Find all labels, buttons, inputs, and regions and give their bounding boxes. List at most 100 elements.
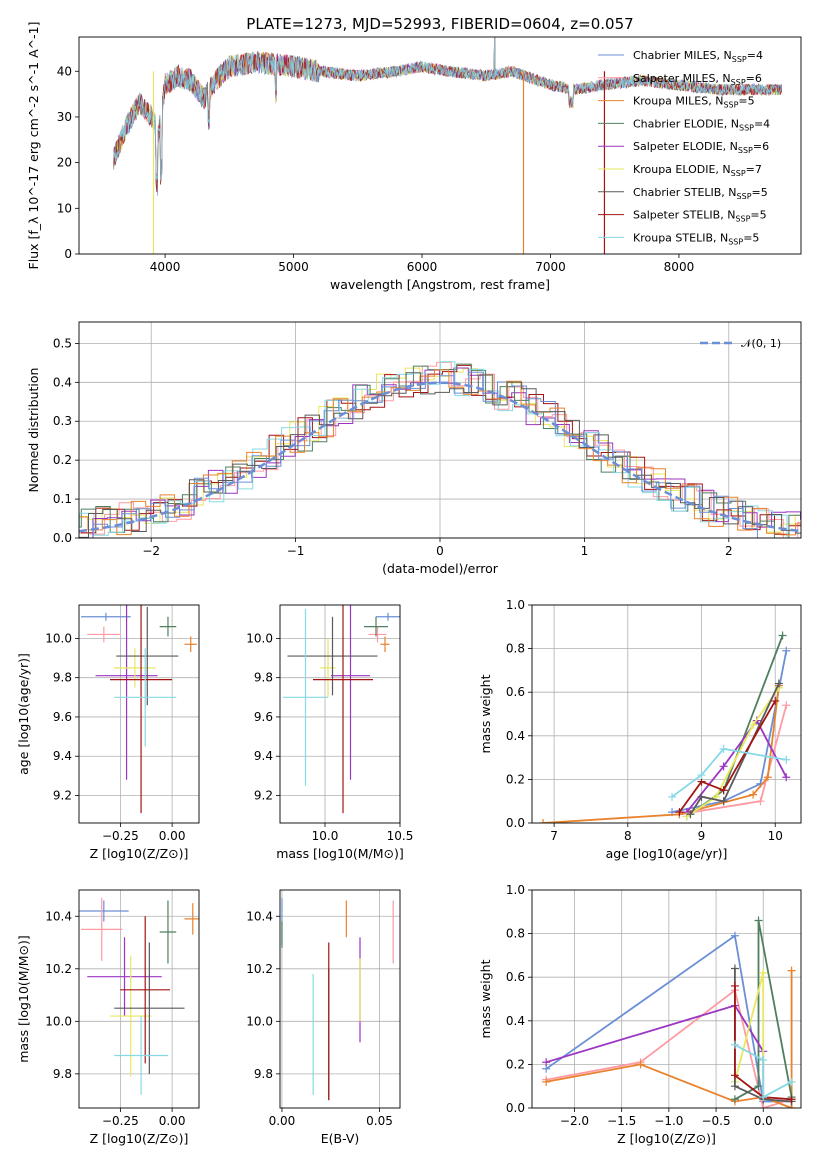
weight-series (734, 985, 792, 1101)
legend-sub: SSP (731, 169, 746, 178)
legend-text: Chabrier STELIB, N (633, 186, 737, 199)
weight-point (675, 808, 684, 817)
x-tick-label: 1 (581, 544, 589, 558)
y-tick-label: 0.2 (53, 453, 72, 467)
residual-histograms (79, 361, 801, 538)
weight-point (771, 696, 780, 705)
weight-point (730, 1040, 739, 1049)
weight-point (782, 773, 791, 782)
y-tick-label: 10.4 (45, 909, 72, 923)
weight-point (542, 1077, 551, 1086)
weight-point (782, 646, 791, 655)
y-tick-label: 0.1 (53, 492, 72, 506)
x-axis-label: Z [log10(Z/Z⊙)] (617, 1131, 716, 1146)
legend-text: Salpeter STELIB, N (633, 209, 735, 222)
weight-point (542, 1058, 551, 1067)
y-tick-label: 9.8 (53, 671, 72, 685)
legend-sub: SSP (735, 215, 750, 224)
y-axis-label: mass weight (478, 674, 493, 753)
legend-sub: SSP (739, 123, 754, 132)
weight-point (782, 755, 791, 764)
x-tick-label: 7 (550, 829, 558, 843)
legend-text: Kroupa ELODIE, N (633, 163, 731, 176)
x-tick-label: 0.0 (754, 1114, 773, 1128)
weight-point (782, 701, 791, 710)
x-tick-label: −1 (287, 544, 305, 558)
y-tick-label: 9.6 (53, 710, 72, 724)
y-tick-label: 0.4 (53, 375, 72, 389)
x-tick-label: −1.5 (607, 1114, 636, 1128)
legend-n: =5 (738, 95, 754, 108)
legend-text: Salpeter MILES, N (633, 72, 731, 85)
spectrum-series (113, 37, 783, 181)
legend-n: =4 (747, 49, 763, 62)
y-tick-label: 0.3 (53, 414, 72, 428)
y-tick-label: 0 (64, 247, 72, 261)
y-axis-label: Normed distribution (26, 368, 41, 493)
figure-title: PLATE=1273, MJD=52993, FIBERID=0604, z=0… (246, 15, 633, 33)
weight-point (730, 1082, 739, 1091)
weight-point (774, 679, 783, 688)
x-tick-label: 0 (436, 544, 444, 558)
weight-point (668, 792, 677, 801)
axes-mass_vs_Z: −0.25 0.00 9.8 10.0 10.2 10.4 (45, 890, 199, 1128)
axes-frame-age_vs_mass (279, 604, 401, 824)
legend-label: Kroupa MILES, NSSP=5 (633, 95, 755, 110)
y-tick-label: 9.8 (254, 1067, 273, 1081)
weight-point (759, 968, 768, 977)
axes-frame-spectrum (78, 36, 802, 255)
axes-frame-residuals (78, 321, 802, 539)
weight-point (730, 931, 739, 940)
axes-age_vs_mass: 10.0 10.5 9.2 9.4 9.6 9.8 10.0 (246, 605, 413, 843)
axes-age_vs_Z: −0.25 0.00 9.2 9.4 9.6 9.8 10.0 (45, 605, 199, 843)
y-tick-label: 0.4 (506, 729, 525, 743)
weight-point (730, 981, 739, 990)
weight-point (730, 1095, 739, 1104)
weight-point (759, 1093, 768, 1102)
legend-sub: SSP (728, 237, 743, 246)
x-tick-label: −2.0 (560, 1114, 589, 1128)
weight-series (678, 700, 776, 813)
errorbars-mass_vs_EBV (281, 897, 394, 1101)
x-tick-label: −0.5 (701, 1114, 730, 1128)
legend-n: =5 (743, 231, 759, 244)
axes-mass_vs_EBV: 0.00 0.05 9.8 10.0 10.2 10.4 (246, 890, 400, 1128)
y-tick-label: 0.6 (506, 685, 525, 699)
legend-sub: SSP (737, 192, 752, 201)
weight-point (730, 1071, 739, 1080)
legend-label: Chabrier ELODIE, NSSP=4 (633, 117, 770, 132)
x-tick-label: 0.00 (159, 1114, 186, 1128)
y-tick-label: 10.2 (246, 962, 273, 976)
legend-label: 𝒩(0, 1) (741, 337, 781, 350)
axes-frame-mass_vs_Z (78, 889, 200, 1109)
legend-sub: SSP (731, 78, 746, 87)
y-tick-label: 0.4 (506, 1014, 525, 1028)
weight-point (636, 1060, 645, 1069)
y-axis-label: mass [log10(M/M⊙)] (16, 935, 31, 1063)
y-tick-label: 0.6 (506, 970, 525, 984)
axes-frame-mass_vs_EBV (279, 889, 401, 1109)
y-tick-label: 10.4 (246, 909, 273, 923)
y-tick-label: 10.0 (45, 631, 72, 645)
x-tick-label: −0.25 (102, 829, 139, 843)
weight-point (719, 762, 728, 771)
weight-point (787, 1095, 796, 1104)
plot-layer: 4000 5000 6000 7000 8000010203040wavelength … (16, 22, 802, 1146)
y-tick-label: 1.0 (506, 598, 525, 612)
y-tick-label: 9.8 (53, 1067, 72, 1081)
y-tick-label: 9.2 (254, 789, 273, 803)
y-tick-label: 10.2 (45, 962, 72, 976)
weight-point (754, 1082, 763, 1091)
weights-weight_vs_Z (542, 916, 796, 1108)
legend-label: Kroupa STELIB, NSSP=5 (633, 231, 759, 246)
x-tick-label: 7000 (535, 260, 566, 274)
weight-point (787, 966, 796, 975)
weight-point (697, 792, 706, 801)
axes-frame-weight_vs_age (531, 604, 802, 824)
y-tick-label: 0.8 (506, 642, 525, 656)
legend-text: Kroupa MILES, N (633, 95, 723, 108)
weight-point (719, 797, 728, 806)
y-axis-label: Flux [f_λ 10^-17 erg cm^-2 s^-1 A^-1] (26, 22, 41, 270)
